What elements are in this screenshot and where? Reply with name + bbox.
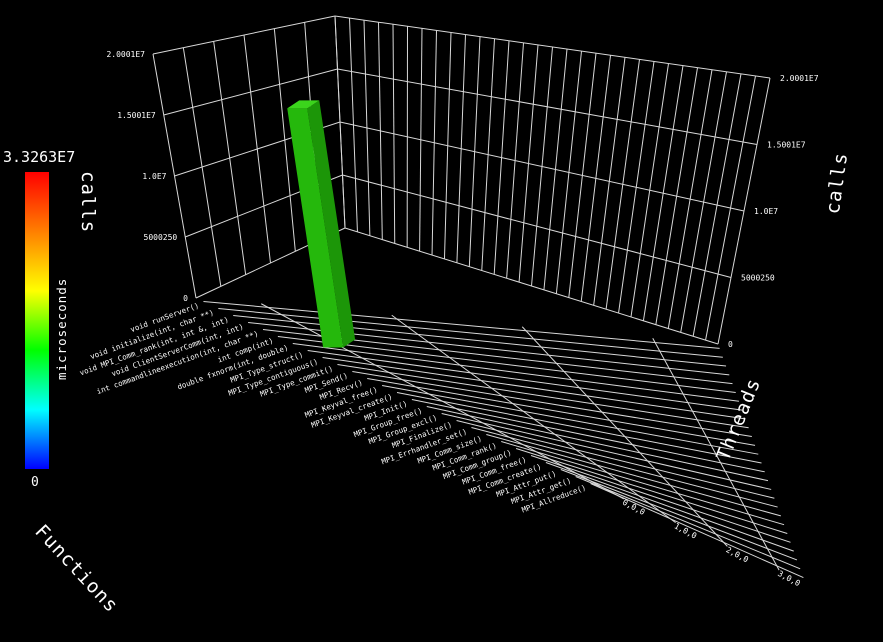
bar-top[interactable] xyxy=(287,100,320,109)
z-axis-title-left: calls xyxy=(77,171,99,233)
color-legend-bar xyxy=(25,172,49,469)
z-ticks-right: 0 5000250 1.0E7 1.5001E7 2.0001E7 xyxy=(728,74,819,349)
z-tick-label: 1.0E7 xyxy=(754,207,778,216)
floor-function-line xyxy=(352,371,752,438)
floor-thread-line xyxy=(652,338,780,571)
color-legend-title: microseconds xyxy=(54,278,69,380)
back-wall-horizontal xyxy=(344,227,719,345)
bars xyxy=(287,100,356,348)
floor-function-line xyxy=(233,315,727,367)
left-wall-horizontal xyxy=(163,68,338,116)
floor-function-line xyxy=(396,392,762,464)
z-tick-label: 1.5001E7 xyxy=(767,141,806,150)
back-wall-horizontal xyxy=(339,121,745,212)
z-tick-label: 0 xyxy=(183,294,188,303)
bar-side[interactable] xyxy=(307,100,356,348)
floor-function-line xyxy=(307,350,743,411)
thread-labels: 0,0,01,0,02,0,03,0,0 xyxy=(621,498,802,589)
z-tick-label: 2.0001E7 xyxy=(780,74,819,83)
floor-thread-line xyxy=(261,303,625,500)
floor-function-line xyxy=(277,336,736,393)
floor-function-line xyxy=(322,357,746,420)
z-tick-label: 1.0E7 xyxy=(142,172,166,181)
grid-lines xyxy=(152,15,804,579)
floor-function-line xyxy=(486,434,781,517)
z-tick-label: 0 xyxy=(728,340,733,349)
floor-function-line xyxy=(560,469,798,561)
floor-function-line xyxy=(411,399,765,473)
floor-function-line xyxy=(441,413,772,490)
floor-function-line xyxy=(203,301,720,349)
floor-function-line xyxy=(367,378,756,446)
floor-thread-line xyxy=(391,314,676,524)
thread-label: 1,0,0 xyxy=(673,521,699,540)
floor-function-line xyxy=(545,462,794,552)
floor-function-line xyxy=(590,483,804,579)
floor-function-line xyxy=(426,406,769,482)
floor-function-line xyxy=(501,441,785,526)
z-tick-label: 2.0001E7 xyxy=(106,50,145,59)
back-wall-horizontal xyxy=(342,174,732,278)
z-tick-label: 5000250 xyxy=(741,274,775,283)
back-wall-horizontal xyxy=(334,15,771,79)
color-legend-min: 0 xyxy=(31,475,39,490)
floor-function-line xyxy=(530,455,791,543)
floor-function-line xyxy=(218,308,723,358)
thread-label: 3,0,0 xyxy=(776,569,802,588)
left-wall-horizontal xyxy=(152,15,336,55)
floor-function-line xyxy=(471,427,778,508)
z-ticks-left: 0 5000250 1.0E7 1.5001E7 2.0001E7 xyxy=(106,50,188,303)
floor-thread-line xyxy=(521,326,728,547)
floor-function-line xyxy=(515,448,788,534)
back-wall-horizontal xyxy=(337,68,758,145)
floor-function-line xyxy=(456,420,775,499)
x-axis-title: Functions xyxy=(30,520,122,617)
floor-function-line xyxy=(382,385,759,455)
floor-function-line xyxy=(292,343,740,402)
floor-function-line xyxy=(337,364,749,429)
z-tick-label: 5000250 xyxy=(144,233,178,242)
floor-function-line xyxy=(575,476,801,570)
color-legend-max: 3.3263E7 xyxy=(3,148,75,166)
z-tick-label: 1.5001E7 xyxy=(117,111,156,120)
bar-front[interactable] xyxy=(287,108,344,348)
z-axis-title-right: calls xyxy=(822,151,852,216)
